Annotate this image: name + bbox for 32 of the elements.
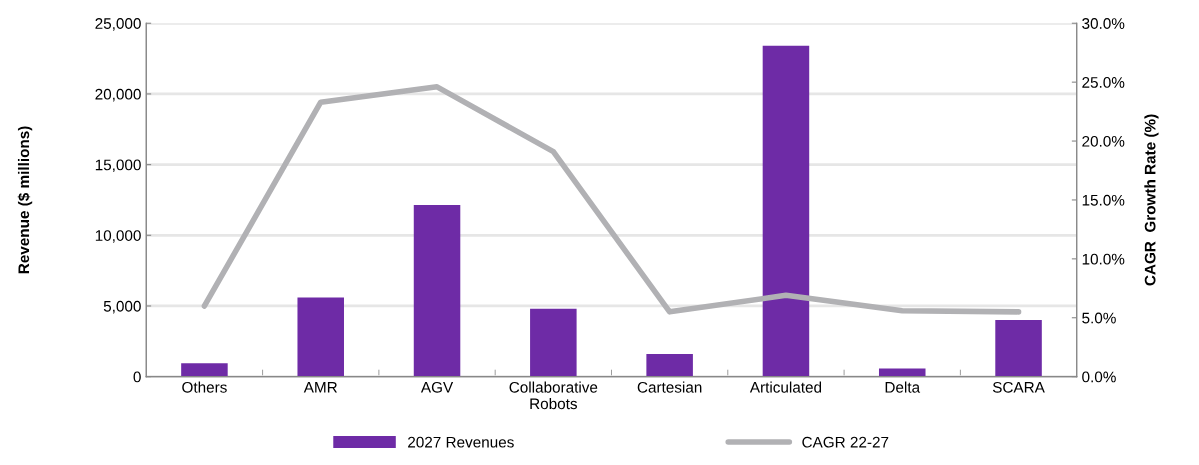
y2-tick-label: 10.0% <box>1082 253 1125 265</box>
y-tick-label: 10,000 <box>95 230 141 243</box>
y2-tick-label: 0.0% <box>1082 371 1116 383</box>
bar <box>530 308 577 377</box>
x-tick-label: Collaborative Robots <box>509 381 598 410</box>
y-axis-title: Revenue ($ millions) <box>17 126 33 274</box>
y-tick-label: 5,000 <box>103 300 141 314</box>
x-tick-label: Articulated <box>749 381 822 393</box>
x-tick-label: AGV <box>420 381 454 393</box>
x-tick-label: AMR <box>303 382 337 393</box>
bar <box>297 297 344 377</box>
y2-tick-label: 25.0% <box>1082 77 1125 88</box>
y2-tick-label: 15.0% <box>1082 194 1125 206</box>
y-tick-label: 15,000 <box>95 159 141 173</box>
y2-axis-title: CAGR Growth Rate (%) <box>1144 114 1159 286</box>
bar <box>181 363 228 377</box>
bar <box>413 204 461 377</box>
x-tick-label: Delta <box>885 381 921 393</box>
y-tick-label: 0 <box>133 371 141 383</box>
bar <box>995 320 1042 377</box>
x-tick-label: Others <box>182 381 227 393</box>
legend-label: CAGR 22-27 <box>802 436 889 448</box>
y2-tick-label: 20.0% <box>1082 135 1125 147</box>
y2-tick-label: 30.0% <box>1082 18 1125 29</box>
legend-label: 2027 Revenues <box>408 436 514 448</box>
bar <box>646 354 693 377</box>
y2-tick-label: 5.0% <box>1082 312 1116 324</box>
y-tick-label: 20,000 <box>95 88 141 102</box>
bar <box>762 45 810 377</box>
x-tick-label: Cartesian <box>637 381 702 393</box>
x-tick-label: SCARA <box>992 381 1045 393</box>
y-tick-label: 25,000 <box>95 18 141 31</box>
